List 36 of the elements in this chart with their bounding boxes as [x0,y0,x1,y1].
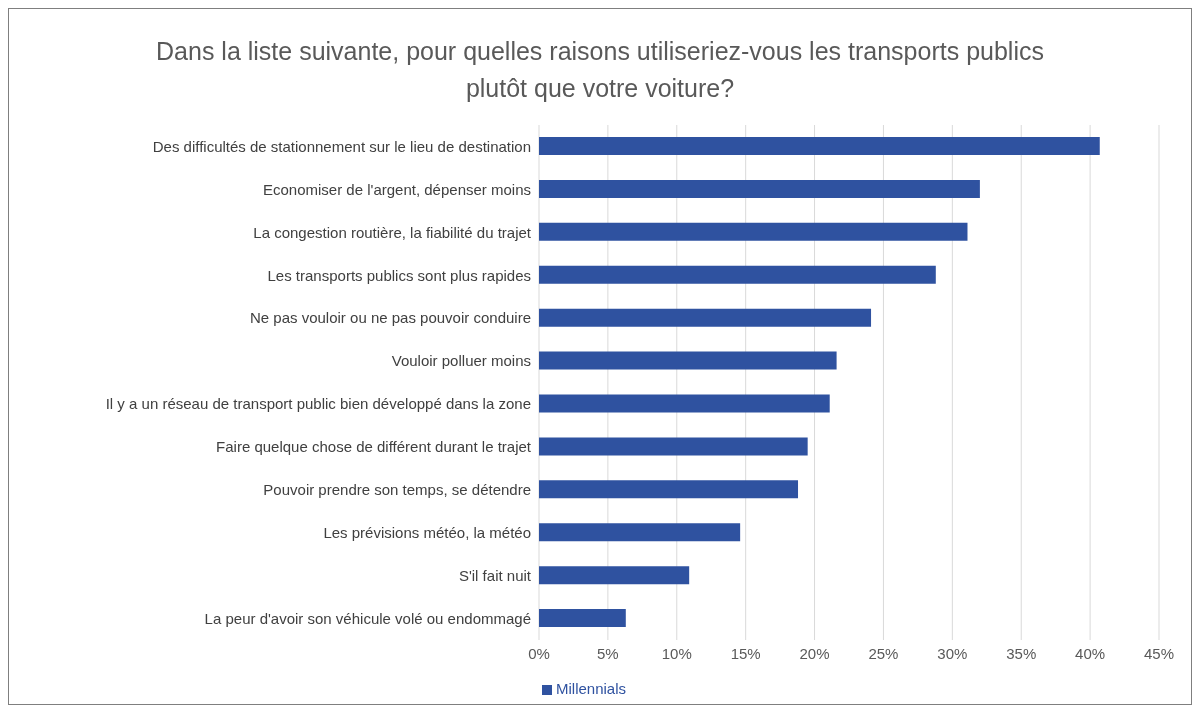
bar [539,437,808,456]
y-tick-label: Les transports publics sont plus rapides [267,266,531,284]
bar [539,523,741,542]
y-tick-label: Les prévisions météo, la météo [323,524,531,542]
x-tick-label: 45% [1143,644,1175,662]
y-tick-label: Economiser de l'argent, dépenser moins [262,180,531,198]
x-tick-label: 40% [1075,644,1106,662]
y-tick-label: Il y a un réseau de transport public bien développé dans la zone [105,395,531,413]
x-tick-label: 30% [937,644,968,662]
x-tick-label: 20% [799,644,830,662]
bar [539,265,936,284]
y-tick-label: La congestion routière, la fiabilité du trajet [253,223,532,241]
x-tick-label: 5% [597,644,619,662]
bar [539,179,980,198]
bar [539,609,626,628]
bar [539,137,1100,155]
x-tick-label: 0% [528,644,550,662]
bar [539,394,830,413]
bar [539,480,799,499]
x-tick-label: 10% [661,644,692,662]
bar [539,566,690,585]
y-tick-label: Faire quelque chose de différent durant le trajet [216,438,532,456]
y-tick-label: Ne pas vouloir ou ne pas pouvoir conduire [249,309,531,327]
y-tick-label: Vouloir polluer moins [391,352,531,370]
y-tick-label: S'il fait nuit [458,566,532,584]
x-tick-label: 25% [868,644,899,662]
y-tick-label: La peur d'avoir son véhicule volé ou endommagé [204,609,531,627]
x-tick-label: 35% [1006,644,1037,662]
y-tick-label: Des difficultés de stationnement sur le lieu de destination [152,137,531,155]
chart-title: Dans la liste suivante, pour quelles raisons utiliseriez-vous les transports publics plutôt que votre voiture? [155,36,1045,104]
legend-label: Millennials [555,680,627,697]
bar [539,351,837,370]
y-tick-label: Pouvoir prendre son temps, se détendre [263,481,531,499]
x-tick-label: 15% [730,644,761,662]
bar [539,308,872,327]
bar [539,222,968,241]
